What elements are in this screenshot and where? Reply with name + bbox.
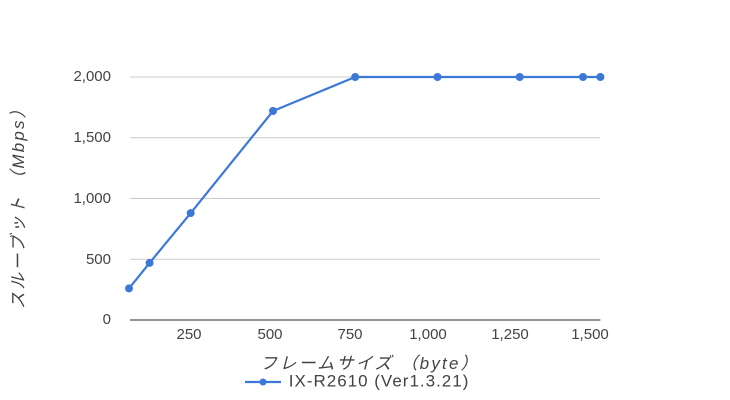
svg-text:スルーブット （Mbps）: スルーブット （Mbps）: [9, 99, 28, 309]
